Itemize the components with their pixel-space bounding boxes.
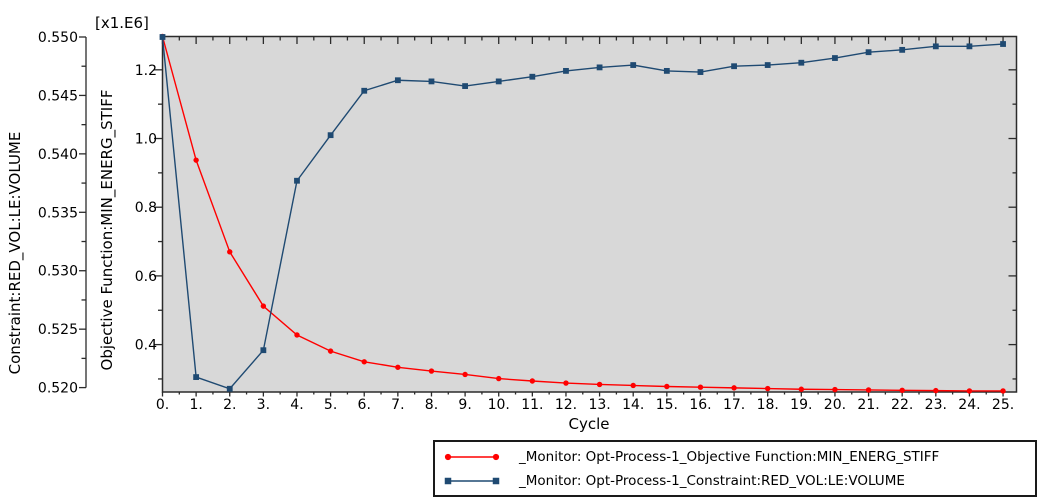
svg-text:9.: 9.	[458, 397, 471, 413]
xy-chart: [x1.E6] Constraint:RED_VOL:LE:VOLUME Obj…	[6, 14, 1018, 433]
svg-text:10.: 10.	[488, 397, 510, 413]
inner-axis-title: Objective Function:MIN_ENERG_STIFF	[98, 90, 117, 371]
left-axis: 0.550 0.545 0.540 0.535 0.530 0.525 0.520	[38, 30, 87, 397]
svg-text:0.540: 0.540	[38, 147, 78, 163]
svg-text:12.: 12.	[555, 397, 577, 413]
svg-text:19.: 19.	[790, 397, 812, 413]
svg-text:0.550: 0.550	[38, 30, 78, 46]
svg-text:6.: 6.	[358, 397, 371, 413]
svg-text:5.: 5.	[324, 397, 337, 413]
svg-text:22.: 22.	[891, 397, 913, 413]
left-axis-title: Constraint:RED_VOL:LE:VOLUME	[6, 132, 25, 375]
x-axis: 0. 1. 2. 3. 4. 5. 6. 7. 8. 9. 10. 11. 12. 13. 14. 15. 16…	[156, 36, 1014, 413]
legend-marker-objective-icon	[444, 453, 500, 460]
x-axis-title: Cycle	[569, 415, 610, 433]
svg-text:1.0: 1.0	[135, 132, 157, 148]
svg-text:0.545: 0.545	[38, 88, 78, 104]
svg-text:14.: 14.	[622, 397, 644, 413]
svg-text:20.: 20.	[824, 397, 846, 413]
svg-text:23.: 23.	[925, 397, 947, 413]
legend-label-objective: _Monitor: Opt-Process-1_Objective Functi…	[519, 448, 940, 465]
svg-text:0.8: 0.8	[135, 200, 157, 216]
svg-text:0.520: 0.520	[38, 381, 78, 397]
svg-text:0.535: 0.535	[38, 205, 78, 221]
svg-text:17.: 17.	[723, 397, 745, 413]
svg-text:25.: 25.	[992, 397, 1014, 413]
svg-text:1.2: 1.2	[135, 63, 157, 79]
svg-text:13.: 13.	[588, 397, 610, 413]
svg-text:11.: 11.	[521, 397, 543, 413]
plot-area	[161, 35, 1018, 393]
svg-text:2.: 2.	[223, 397, 236, 413]
inner-axis: 1.2 1.0 0.8 0.6 0.4	[135, 63, 1017, 380]
legend-label-constraint: _Monitor: Opt-Process-1_Constraint:RED_V…	[519, 472, 905, 489]
series-lines	[159, 33, 1006, 394]
svg-text:3.: 3.	[257, 397, 270, 413]
legend-item-objective: _Monitor: Opt-Process-1_Objective Functi…	[441, 445, 1035, 468]
axis-multiplier-label: [x1.E6]	[95, 14, 149, 32]
svg-text:15.: 15.	[656, 397, 678, 413]
svg-text:8.: 8.	[425, 397, 438, 413]
svg-text:21.: 21.	[857, 397, 879, 413]
svg-text:0.530: 0.530	[38, 264, 78, 280]
chart-legend: _Monitor: Opt-Process-1_Objective Functi…	[433, 440, 1037, 497]
svg-text:0.525: 0.525	[38, 322, 78, 338]
svg-text:18.: 18.	[757, 397, 779, 413]
legend-marker-constraint-icon	[444, 477, 500, 484]
svg-text:0.6: 0.6	[135, 269, 157, 285]
svg-text:16.: 16.	[689, 397, 711, 413]
svg-text:24.: 24.	[958, 397, 980, 413]
svg-text:1.: 1.	[189, 397, 202, 413]
svg-text:0.: 0.	[156, 397, 169, 413]
svg-text:7.: 7.	[391, 397, 404, 413]
svg-text:4.: 4.	[290, 397, 303, 413]
legend-item-constraint: _Monitor: Opt-Process-1_Constraint:RED_V…	[441, 469, 1035, 492]
svg-text:0.4: 0.4	[135, 338, 157, 354]
